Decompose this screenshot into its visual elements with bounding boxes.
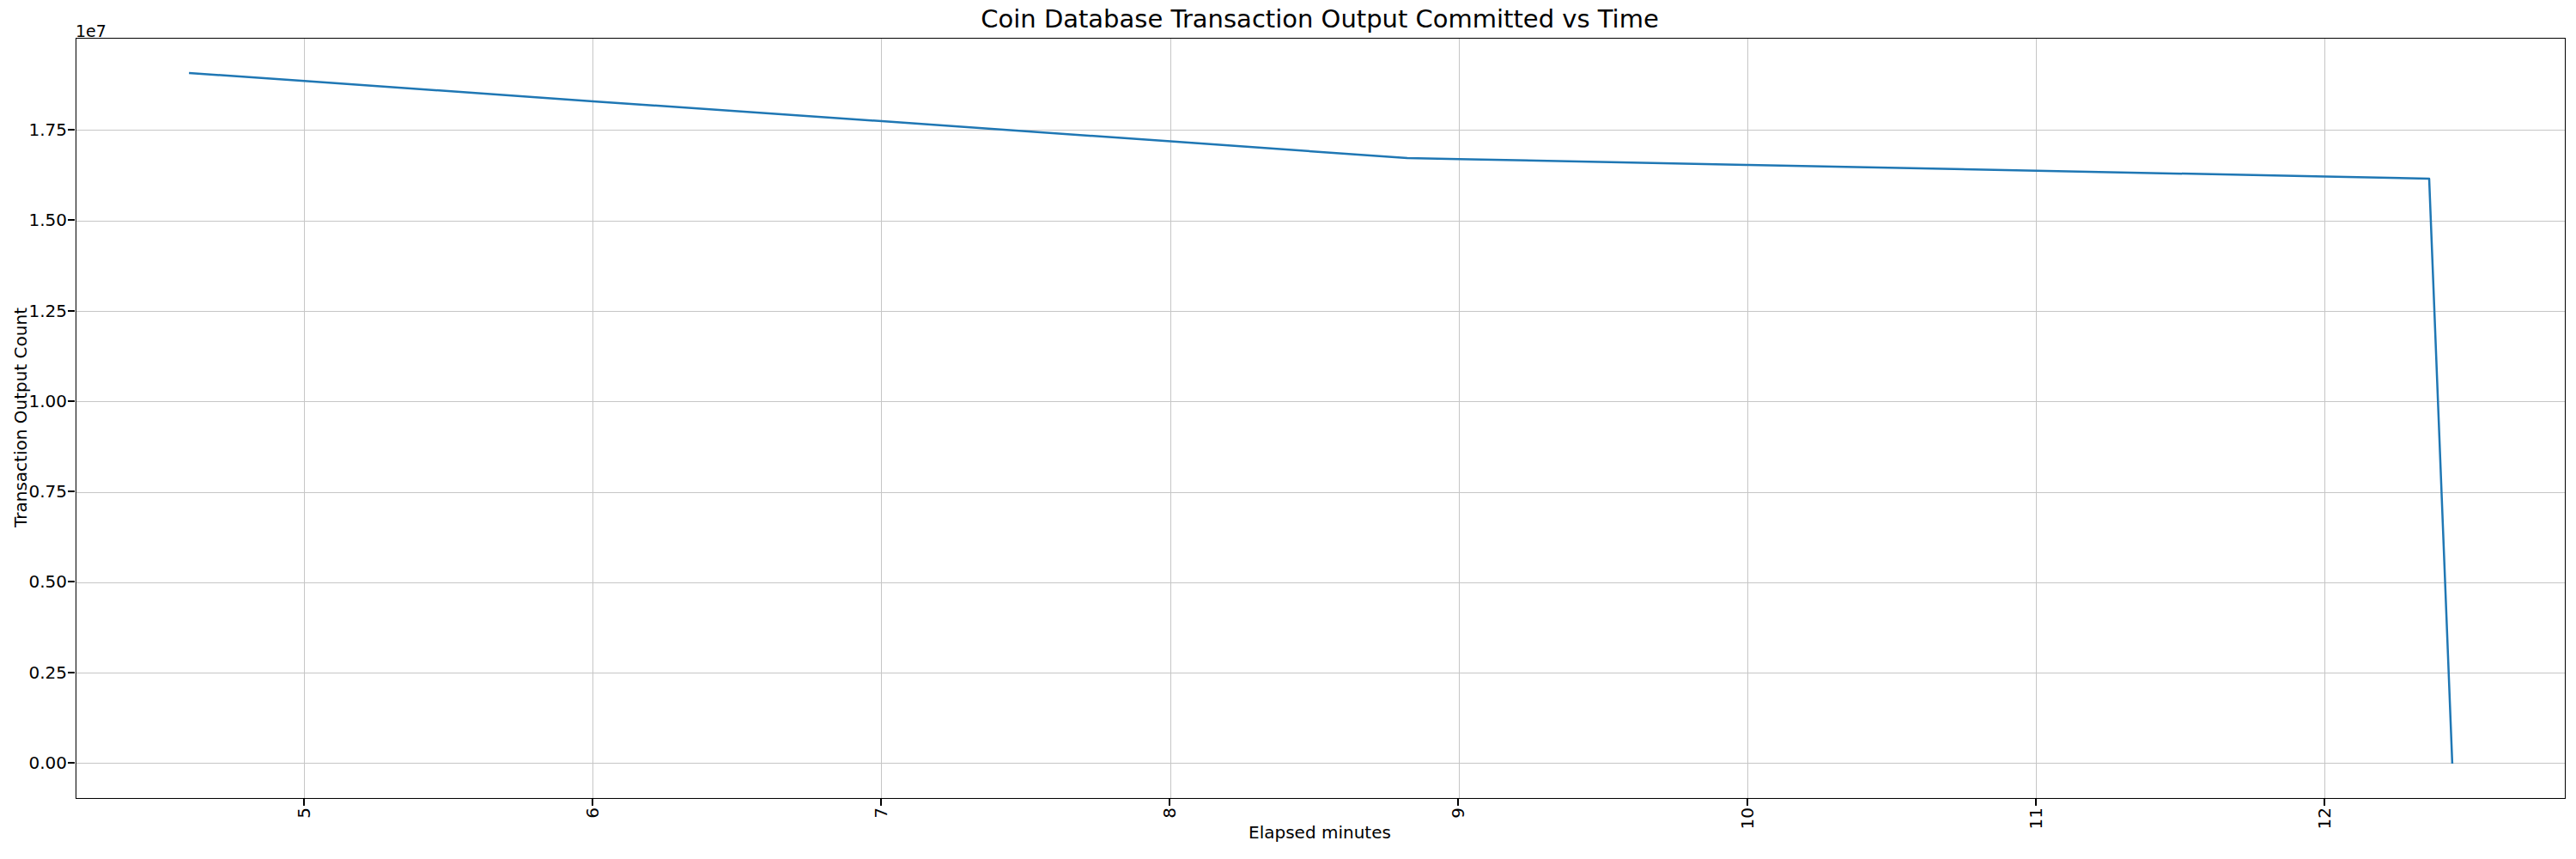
x-tick-mark xyxy=(592,799,593,806)
plot-area xyxy=(76,38,2566,799)
y-tick-label: 0.75 xyxy=(0,482,67,501)
y-tick-mark xyxy=(68,672,75,673)
y-tick-mark xyxy=(68,129,75,131)
chart-title: Coin Database Transaction Output Committ… xyxy=(76,4,2564,34)
x-tick-mark xyxy=(1747,799,1748,806)
x-tick-label-text: 9 xyxy=(1449,807,1467,819)
x-axis-label: Elapsed minutes xyxy=(76,822,2564,843)
x-tick-label-text: 10 xyxy=(1738,807,1757,829)
x-tick-label-text: 7 xyxy=(872,807,890,819)
y-tick-mark xyxy=(68,762,75,764)
x-tick-label-text: 11 xyxy=(2026,807,2045,829)
y-tick-mark xyxy=(68,310,75,312)
x-tick-mark xyxy=(303,799,305,806)
y-tick-mark xyxy=(68,400,75,402)
series-transaction-output-count xyxy=(189,73,2452,764)
x-tick-mark xyxy=(1457,799,1459,806)
y-tick-label: 1.75 xyxy=(0,120,67,139)
y-tick-label: 0.00 xyxy=(0,753,67,772)
x-tick-label-text: 6 xyxy=(583,807,602,819)
x-tick-mark xyxy=(2035,799,2037,806)
y-tick-mark xyxy=(68,219,75,221)
line-chart-figure: Coin Database Transaction Output Committ… xyxy=(0,0,2576,859)
y-tick-mark xyxy=(68,490,75,492)
x-tick-label-text: 8 xyxy=(1160,807,1179,819)
y-tick-label: 1.50 xyxy=(0,210,67,229)
y-tick-label: 1.25 xyxy=(0,302,67,320)
x-tick-mark xyxy=(1169,799,1170,806)
line-series-layer xyxy=(76,39,2565,798)
y-tick-label: 0.25 xyxy=(0,663,67,682)
y-axis-offset-label: 1e7 xyxy=(76,22,106,40)
y-tick-label: 1.00 xyxy=(0,392,67,411)
x-tick-mark xyxy=(880,799,882,806)
y-tick-label: 0.50 xyxy=(0,572,67,591)
x-tick-label-text: 5 xyxy=(295,807,313,819)
x-tick-label-text: 12 xyxy=(2315,807,2334,829)
y-tick-mark xyxy=(68,581,75,582)
x-tick-mark xyxy=(2324,799,2325,806)
